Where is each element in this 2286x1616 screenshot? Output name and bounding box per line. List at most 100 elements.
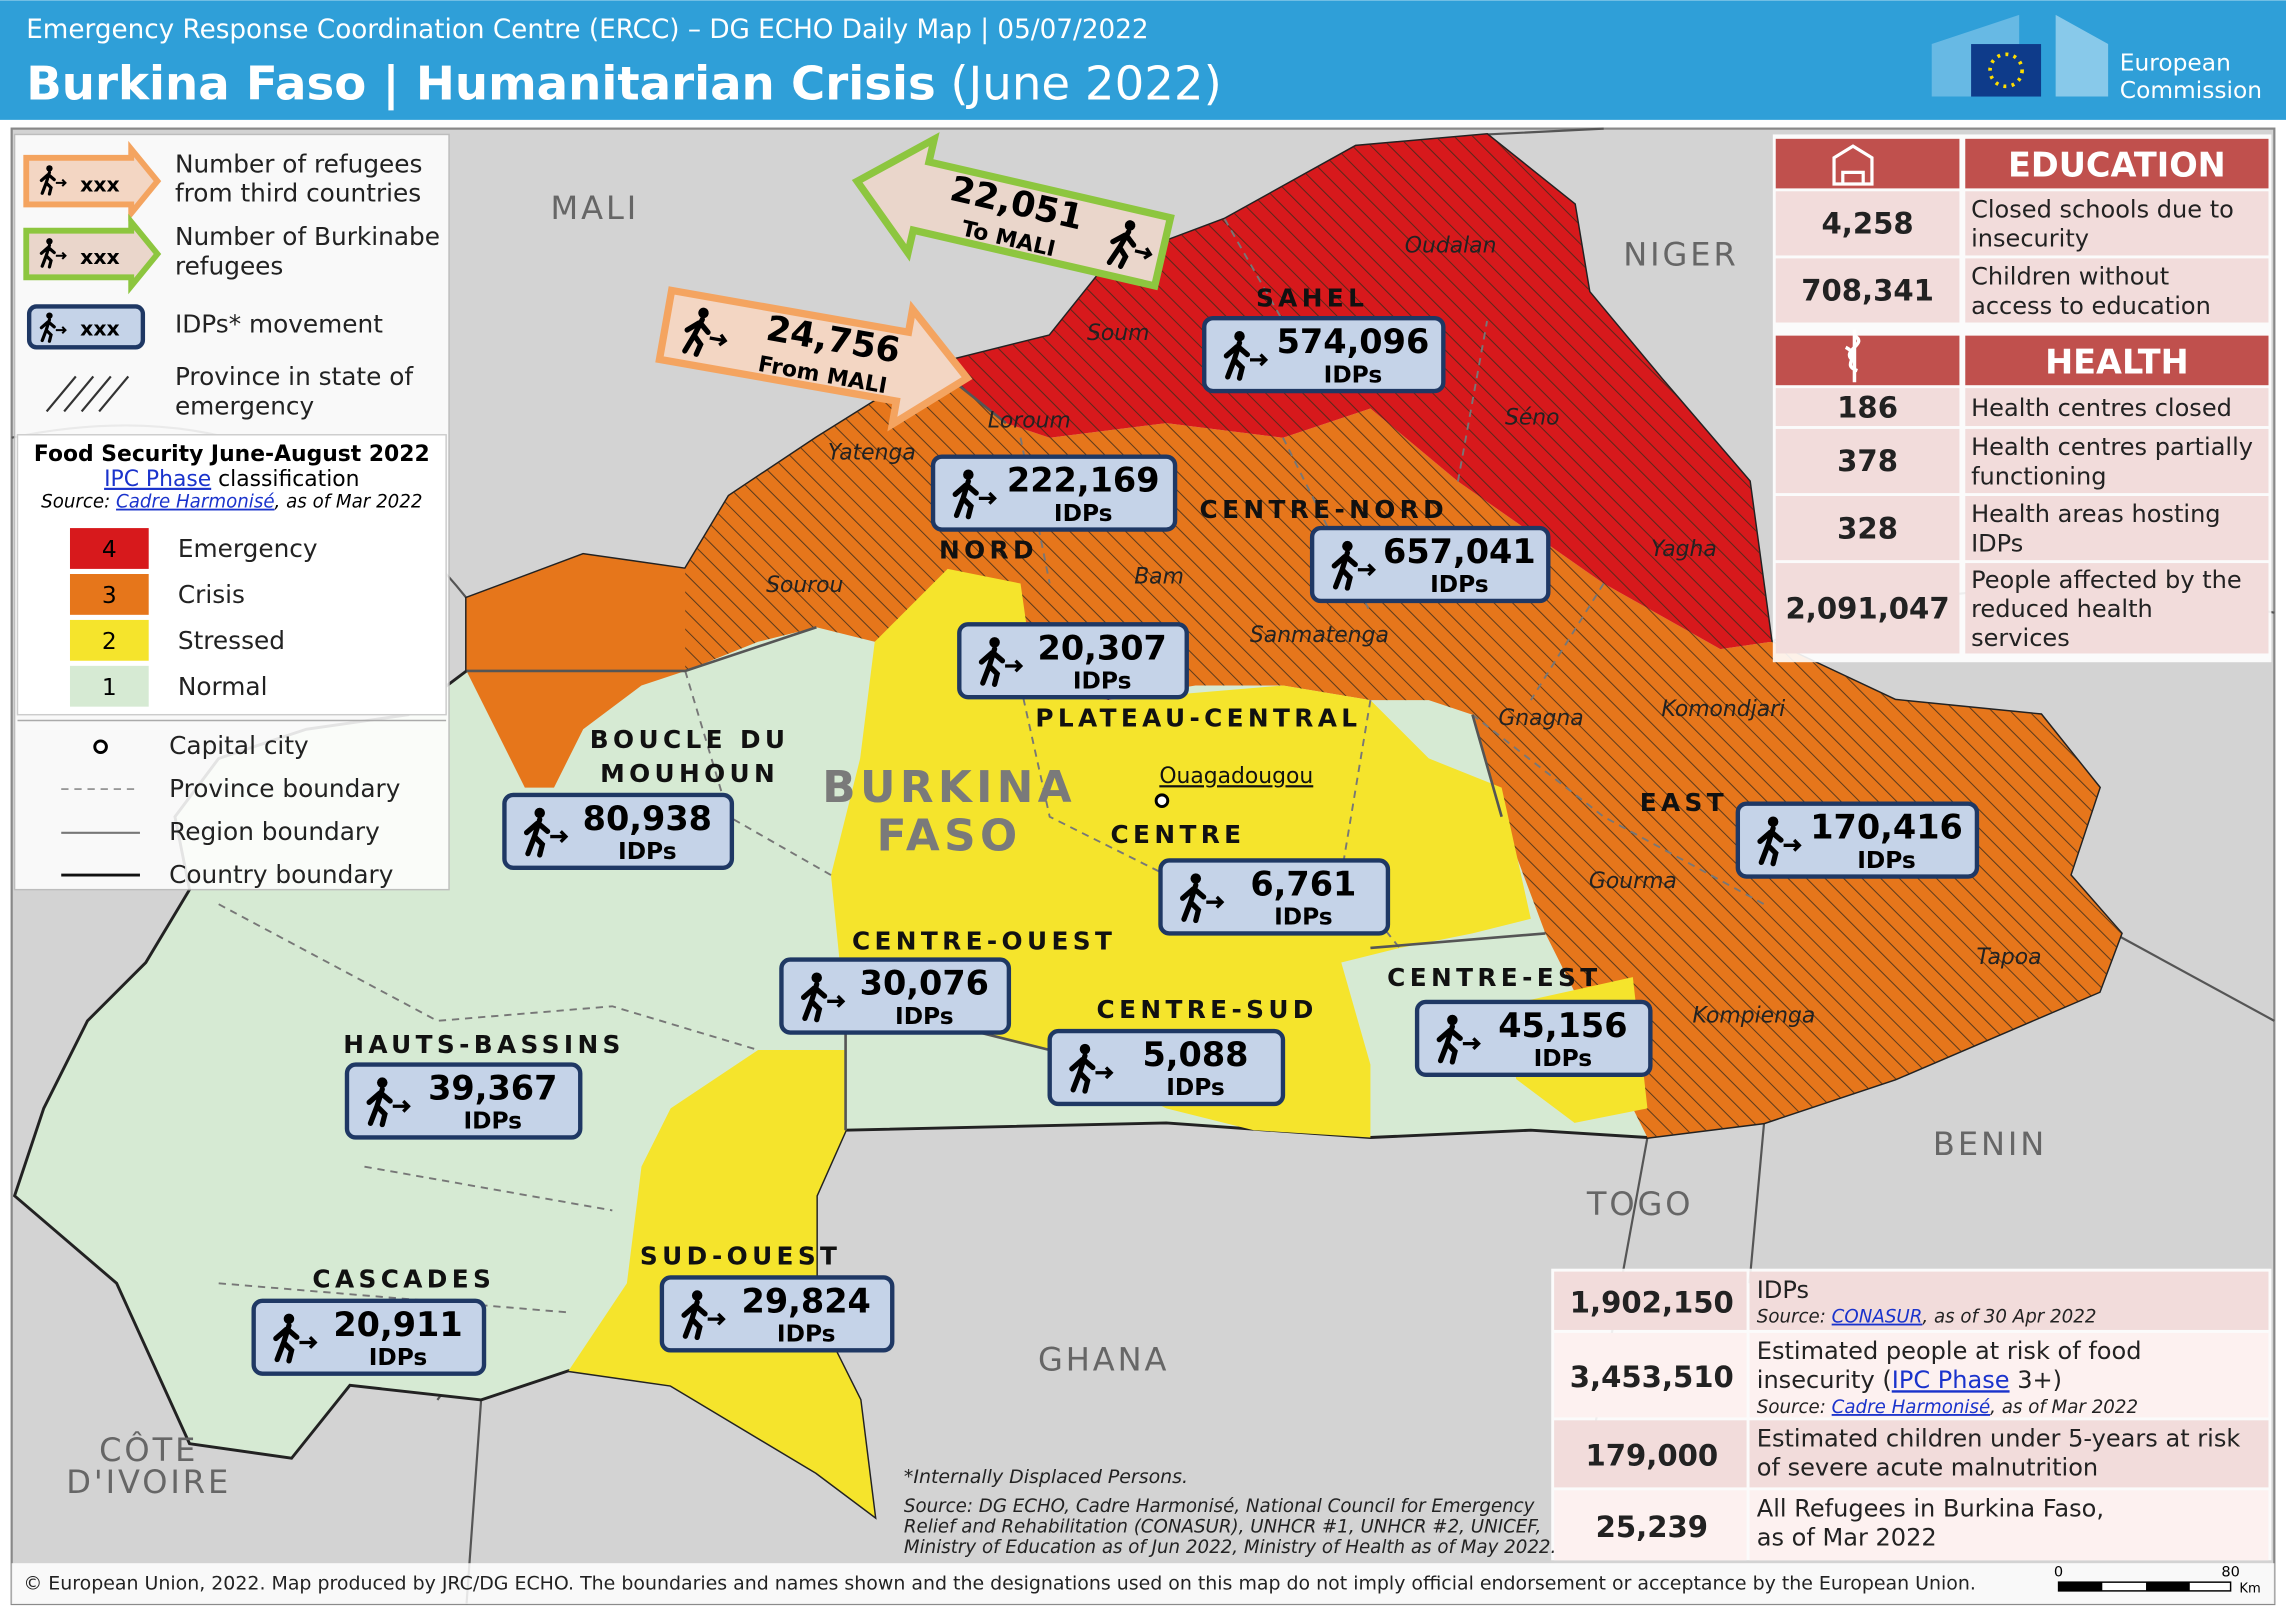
region-name: MOUHOUN <box>600 759 779 788</box>
table-label: Health centres closed <box>1971 394 2232 422</box>
key-figure-source: Source: CONASUR, as of 30 Apr 2022 <box>1757 1307 2097 1328</box>
key-figure-label: IDPs <box>1757 1276 1809 1304</box>
idp-box-frame <box>251 1298 487 1376</box>
food-security-source: Source: Cadre Harmonisé, as of Mar 2022 <box>41 492 422 513</box>
province-label: Gnagna <box>1498 706 1583 731</box>
phase-swatch <box>69 665 149 707</box>
idp-value: 30,076 <box>860 964 989 1003</box>
key-figure-source: Source: Cadre Harmonisé, as of Mar 2022 <box>1757 1397 2138 1418</box>
province-label: Oudalan <box>1405 234 1497 259</box>
table-cell <box>1775 428 1960 494</box>
table-cell <box>1965 563 2269 654</box>
idp-value: 6,761 <box>1250 864 1356 903</box>
footnote: *Internally Displaced Persons. <box>904 1466 1188 1488</box>
phase-label: Emergency <box>178 534 318 563</box>
key-figure-value: 1,902,150 <box>1570 1285 1734 1319</box>
table-label: access to education <box>1971 292 2211 320</box>
key-figure-label: insecurity (IPC Phase 3+) <box>1757 1366 2062 1394</box>
province-label: Komondjari <box>1661 697 1785 722</box>
key-figure-cell <box>1749 1420 2269 1488</box>
region-name: SUD-OUEST <box>640 1241 841 1270</box>
phase-swatch <box>69 574 149 615</box>
legend-label: Province in state of <box>175 362 414 391</box>
text-run: Cadre Harmonisé <box>116 492 275 513</box>
food-security-subtitle: IPC Phase classification <box>104 467 359 492</box>
region-name: EAST <box>1640 788 1728 817</box>
idp-unit: IDPs <box>1166 1074 1225 1101</box>
phase-number: 2 <box>102 628 117 655</box>
logo-line: European <box>2120 49 2231 76</box>
key-figure-cell <box>1749 1332 2269 1418</box>
table-label: Health areas hosting <box>1971 500 2221 528</box>
education-icon <box>1832 144 1874 383</box>
legend-sample: xxx <box>80 245 120 269</box>
scale-unit: Km <box>2239 1581 2260 1596</box>
table-header-cell <box>1965 138 2269 189</box>
idp-value: 5,088 <box>1142 1035 1248 1074</box>
boundary-label: Country boundary <box>169 860 393 889</box>
idp-value: 39,367 <box>428 1069 557 1108</box>
region-name: CENTRE-NORD <box>1200 495 1449 524</box>
idp-box-frame <box>502 792 735 870</box>
phase-number: 4 <box>102 536 117 563</box>
phase-swatch <box>69 528 149 569</box>
province-label: Loroum <box>988 408 1071 433</box>
sources-line: Ministry of Education as of Jun 2022, Mi… <box>904 1537 1556 1558</box>
idp-value: 20,911 <box>333 1305 462 1344</box>
table-label: People affected by the <box>1971 566 2242 594</box>
key-figure-value: 179,000 <box>1585 1439 1718 1473</box>
table-value: 708,341 <box>1801 274 1934 308</box>
province-label: Soum <box>1087 321 1149 346</box>
key-figure-cell <box>1554 1490 1747 1561</box>
key-figure-label: All Refugees in Burkina Faso, <box>1757 1495 2104 1523</box>
key-figure-cell <box>1554 1271 1747 1330</box>
table-label: Closed schools due to <box>1971 196 2234 224</box>
idp-value: 222,169 <box>1007 461 1160 500</box>
province-label: Sanmatenga <box>1250 623 1389 648</box>
text-run: Source: <box>1757 1397 1832 1418</box>
region-name: NORD <box>939 536 1038 565</box>
region-name: BOUCLE DU <box>590 725 790 754</box>
key-figure-cell <box>1554 1332 1747 1418</box>
province-label: Séno <box>1505 406 1560 431</box>
table-cell <box>1775 563 1960 654</box>
legend-sample: xxx <box>80 172 120 196</box>
text-run: IPC Phase <box>104 467 211 492</box>
text-run: , as of 30 Apr 2022 <box>1922 1307 2096 1328</box>
table-value: 186 <box>1837 390 1898 424</box>
region-name: CENTRE <box>1111 820 1246 849</box>
idp-unit: IDPs <box>618 838 677 865</box>
idp-unit: IDPs <box>1054 500 1113 527</box>
scale-label: 80 <box>2221 1563 2240 1580</box>
country-label: D'IVOIRE <box>66 1463 231 1501</box>
sources-line: Source: DG ECHO, Cadre Harmonisé, Nation… <box>904 1496 1535 1517</box>
idp-value: 574,096 <box>1277 322 1430 361</box>
text-run: IPC Phase <box>1892 1366 2010 1394</box>
idp-box-frame <box>1735 801 1980 879</box>
scale-label: 0 <box>2054 1563 2063 1580</box>
phase-label: Stressed <box>178 626 285 655</box>
legend-label: refugees <box>175 251 283 280</box>
eu-logo: European Commission <box>1931 14 2262 104</box>
idp-unit: IDPs <box>369 1344 428 1371</box>
boundary-label: Capital city <box>169 731 309 760</box>
table-cell <box>1965 496 2269 561</box>
country-label: GHANA <box>1038 1341 1169 1379</box>
legend-sample: xxx <box>80 317 120 341</box>
idp-value: 80,938 <box>583 799 712 838</box>
legend-label: IDPs* movement <box>175 310 383 339</box>
footer-bar <box>11 1563 2275 1605</box>
province-label: Yatenga <box>828 441 916 466</box>
scale-bar <box>2057 1581 2232 1592</box>
key-figure-cell <box>1749 1490 2269 1561</box>
country-name: FASO <box>877 810 1022 861</box>
text-run: 3+) <box>2010 1366 2062 1394</box>
